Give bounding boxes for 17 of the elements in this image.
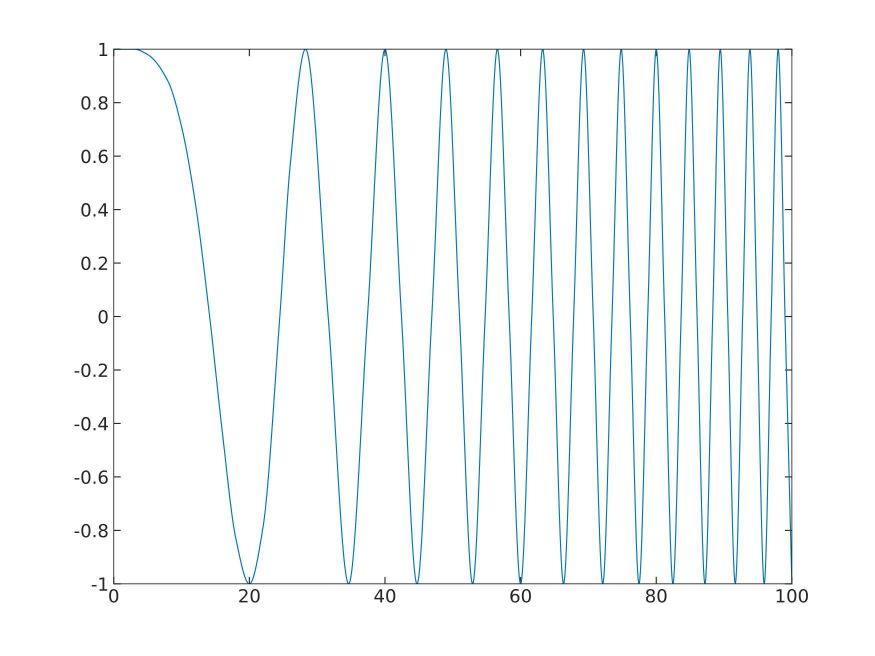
x-tick-label: 40 <box>374 589 396 603</box>
x-tick-label: 100 <box>776 589 808 603</box>
y-tick-label: -1 <box>92 578 108 591</box>
x-tick-label: 0 <box>109 589 118 603</box>
y-tick-label: 0.8 <box>81 96 108 110</box>
x-tick-label: 60 <box>510 589 531 603</box>
y-tick-label: 1 <box>99 42 108 56</box>
x-tick-label: 80 <box>646 589 667 603</box>
y-tick-label: 0.2 <box>81 256 108 270</box>
y-tick-label: 0.6 <box>81 150 108 164</box>
y-tick-label: 0 <box>98 310 108 324</box>
y-tick-label: -0.8 <box>74 524 108 538</box>
y-tick-label: 0.4 <box>81 203 108 217</box>
y-tick-label: -0.2 <box>74 363 108 378</box>
y-tick-label: -0.6 <box>74 470 108 484</box>
y-tick-label: -0.4 <box>74 416 108 431</box>
x-tick-label: 20 <box>239 589 260 603</box>
